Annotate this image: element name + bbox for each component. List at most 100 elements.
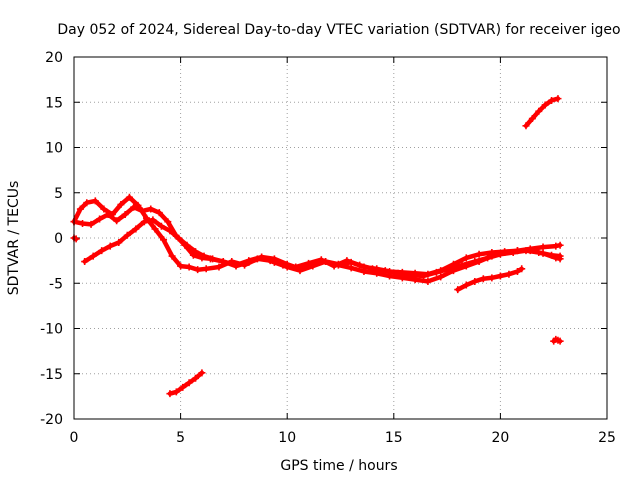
data-point (96, 215, 104, 223)
data-point (117, 201, 125, 209)
data-point (151, 225, 159, 233)
data-point (157, 222, 165, 230)
x-tick-label: 0 (70, 430, 79, 446)
data-point (296, 267, 304, 275)
data-point (437, 267, 445, 275)
data-point (202, 265, 210, 273)
y-tick-label: 15 (45, 95, 63, 111)
data-point (232, 262, 240, 270)
data-point (192, 374, 200, 382)
data-point (113, 217, 121, 225)
data-point (334, 261, 342, 269)
data-point (556, 255, 564, 263)
data-point (488, 252, 496, 260)
data-point (130, 203, 138, 211)
data-point (258, 254, 266, 262)
data-point (215, 263, 223, 271)
data-point (185, 263, 193, 271)
y-tick-label: -10 (40, 322, 63, 338)
plot-frame (73, 56, 608, 420)
data-point (539, 243, 547, 251)
data-point (556, 241, 564, 249)
data-point (155, 209, 163, 217)
data-point (194, 266, 202, 274)
series-arc-4 (455, 266, 524, 292)
data-point (121, 210, 129, 218)
data-point (449, 267, 457, 275)
data-point (552, 242, 560, 250)
data-point (554, 95, 562, 103)
data-point (548, 96, 556, 104)
data-point (160, 236, 168, 244)
data-point (183, 241, 191, 249)
data-point (488, 274, 496, 282)
data-point (106, 242, 114, 250)
data-point (149, 216, 157, 224)
data-point (168, 252, 176, 260)
data-point (177, 262, 185, 270)
data-point (437, 273, 445, 281)
data-point (79, 220, 87, 228)
data-point (528, 115, 536, 123)
data-point (104, 210, 112, 218)
data-point (270, 258, 278, 266)
data-point (454, 286, 462, 294)
data-point (501, 248, 509, 256)
x-axis-label: GPS time / hours (280, 458, 397, 474)
data-point (386, 272, 394, 280)
data-point (475, 250, 483, 258)
data-point (192, 248, 200, 256)
x-tick-label: 10 (278, 430, 296, 446)
data-point (200, 252, 208, 260)
axis-ticks: 0 5 10 15 20 25 -20 -15 -10 -5 0 5 10 15 20 (40, 50, 616, 446)
y-tick-label: 20 (45, 50, 63, 66)
data-point (100, 205, 108, 213)
data-point (174, 234, 182, 242)
data-point (373, 269, 381, 277)
data-point (125, 193, 133, 201)
data-point (115, 239, 123, 247)
y-tick-label: -20 (40, 412, 63, 428)
data-point (496, 272, 504, 280)
data-point (140, 218, 148, 226)
data-point (541, 101, 549, 109)
data-point (424, 277, 432, 285)
data-point (83, 199, 91, 207)
chart-title: Day 052 of 2024, Sidereal Day-to-day VTE… (57, 22, 620, 38)
data-point (172, 388, 180, 396)
grid (74, 57, 607, 419)
data-point (471, 277, 479, 285)
data-point (479, 275, 487, 283)
data-point (209, 255, 217, 263)
data-point (283, 263, 291, 271)
data-point (360, 267, 368, 275)
data-point (347, 264, 355, 272)
data-point (449, 260, 457, 268)
data-point (322, 258, 330, 266)
data-point (526, 245, 534, 253)
data-point (475, 258, 483, 266)
x-tick-label: 25 (598, 430, 616, 446)
data-point (513, 267, 521, 275)
data-point (166, 227, 174, 235)
data-point (164, 218, 172, 226)
data-point (179, 383, 187, 391)
data-point (552, 254, 560, 262)
data-point (123, 231, 131, 239)
data-point (138, 207, 146, 215)
x-tick-label: 5 (176, 430, 185, 446)
data-point (198, 369, 206, 377)
data-point (411, 269, 419, 277)
data-point (132, 225, 140, 233)
y-tick-label: 10 (45, 141, 63, 157)
data-point (462, 262, 470, 270)
y-tick-label: 5 (54, 186, 63, 202)
data-point (518, 265, 526, 273)
data-point (91, 197, 99, 205)
data-point (411, 276, 419, 284)
data-points (70, 95, 564, 398)
data-point (245, 258, 253, 266)
y-tick-label: -5 (49, 276, 63, 292)
